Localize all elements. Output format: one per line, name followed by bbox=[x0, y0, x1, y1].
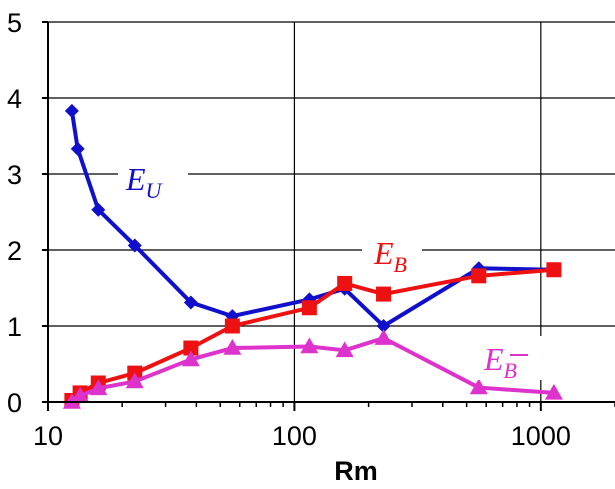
series-label-text: EB bbox=[483, 341, 517, 383]
data-point bbox=[91, 202, 106, 217]
label-background bbox=[118, 160, 188, 198]
x-tick-label: 1000 bbox=[511, 421, 571, 451]
x-tick-label: 100 bbox=[272, 421, 317, 451]
x-tick-label: 10 bbox=[33, 421, 63, 451]
series-label-text: EU bbox=[125, 161, 164, 203]
series-labels: EU EB EB bbox=[118, 160, 544, 383]
x-axis-title: Rm bbox=[334, 456, 378, 486]
data-point bbox=[544, 383, 563, 400]
data-point bbox=[183, 295, 198, 310]
series-3 bbox=[62, 329, 563, 409]
axes: 0 1 2 3 4 5 10 100 1000 Rm bbox=[7, 8, 615, 486]
data-point bbox=[62, 393, 81, 409]
data-point bbox=[125, 372, 144, 389]
data-point bbox=[64, 103, 79, 118]
data-point bbox=[335, 341, 354, 358]
data-point bbox=[337, 275, 353, 291]
data-point bbox=[127, 238, 142, 253]
data-point bbox=[89, 379, 108, 396]
series-line bbox=[69, 110, 554, 328]
series-label-1: EU bbox=[118, 160, 188, 203]
data-point bbox=[224, 318, 240, 334]
data-point bbox=[181, 350, 200, 367]
data-point bbox=[183, 340, 199, 356]
data-point bbox=[374, 329, 393, 345]
series-line bbox=[70, 267, 555, 402]
y-tick-label: 1 bbox=[7, 312, 22, 342]
y-tick-label: 4 bbox=[7, 84, 22, 114]
data-point bbox=[71, 386, 90, 403]
data-point bbox=[546, 262, 562, 278]
data-point bbox=[469, 378, 488, 395]
data-point bbox=[471, 268, 487, 284]
series-1 bbox=[64, 103, 561, 333]
data-point bbox=[223, 339, 242, 355]
y-tick-label: 5 bbox=[7, 8, 22, 38]
series-label-text: EB bbox=[373, 235, 407, 277]
label-background bbox=[362, 234, 422, 270]
data-point bbox=[300, 337, 319, 354]
y-tick-label: 2 bbox=[7, 236, 22, 266]
y-tick-label: 0 bbox=[7, 388, 22, 418]
data-point bbox=[376, 319, 391, 333]
data-point bbox=[70, 141, 85, 156]
series-label-2: EB bbox=[362, 234, 422, 277]
y-tick-label: 3 bbox=[7, 160, 22, 190]
series-layer bbox=[62, 103, 563, 409]
series-label-3: EB bbox=[470, 336, 544, 383]
data-point bbox=[301, 300, 317, 316]
label-background bbox=[470, 336, 544, 380]
data-point bbox=[376, 286, 392, 302]
